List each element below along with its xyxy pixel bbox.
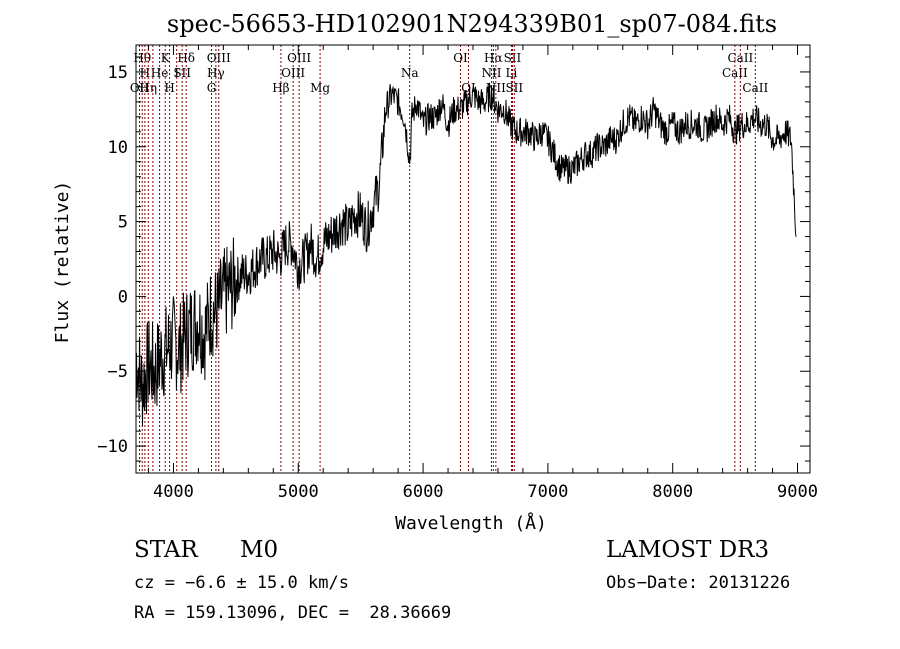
survey-name: LAMOST DR3 bbox=[606, 537, 770, 563]
marker-label-27: CaII bbox=[722, 66, 748, 80]
marker-label-5: He bbox=[151, 66, 169, 80]
spectral-line-markers: HθOIIHHηHeKHISIIHδGHγOIIIHβOIIIOIIIMgNaO… bbox=[130, 45, 768, 473]
y-tick-label-3: 5 bbox=[118, 213, 128, 233]
marker-label-7: H bbox=[164, 81, 174, 95]
marker-label-11: G bbox=[207, 81, 217, 95]
plot-frame bbox=[135, 44, 811, 474]
marker-label-9: SII bbox=[173, 66, 191, 80]
y-axis-label: Flux (relative) bbox=[52, 181, 73, 344]
x-tick-label-2: 6000 bbox=[403, 482, 444, 502]
marker-label-18: Na bbox=[401, 66, 419, 80]
x-tick-label-0: 4000 bbox=[153, 482, 194, 502]
object-subclass: M0 bbox=[240, 537, 279, 563]
marker-label-0: Hθ bbox=[133, 51, 151, 65]
marker-label-2: H bbox=[140, 66, 150, 80]
y-axis-ticks: −10 −5 0 5 10 15 bbox=[97, 56, 810, 462]
marker-label-10: Hδ bbox=[177, 51, 195, 65]
marker-label-25: SII bbox=[504, 51, 522, 65]
y-tick-label-1: −5 bbox=[108, 362, 128, 382]
marker-label-29: CaII bbox=[742, 81, 768, 95]
marker-label-1: OII bbox=[130, 81, 150, 95]
sky-coordinates: RA = 159.13096, DEC = 28.36669 bbox=[134, 603, 452, 623]
x-tick-label-4: 8000 bbox=[652, 482, 693, 502]
marker-label-14: Hβ bbox=[272, 81, 289, 95]
marker-label-26: SII bbox=[505, 81, 523, 95]
marker-label-22: Hα bbox=[484, 51, 503, 65]
x-axis-ticks: 4000 5000 6000 7000 8000 9000 bbox=[147, 45, 818, 502]
spectrum-line bbox=[135, 82, 797, 426]
object-class: STAR bbox=[134, 537, 198, 563]
marker-label-12: Hγ bbox=[207, 66, 225, 80]
observation-date: Obs−Date: 20131226 bbox=[606, 573, 791, 593]
redshift-cz: cz = −6.6 ± 15.0 km/s bbox=[134, 573, 349, 593]
marker-label-16: OIII bbox=[287, 51, 311, 65]
marker-label-21: NII bbox=[481, 66, 501, 80]
marker-label-8: I bbox=[174, 66, 179, 80]
x-tick-label-5: 9000 bbox=[777, 482, 818, 502]
marker-label-13: OIII bbox=[207, 51, 231, 65]
y-tick-label-4: 10 bbox=[108, 138, 128, 158]
marker-label-24: Li bbox=[506, 66, 518, 80]
x-tick-label-1: 5000 bbox=[278, 482, 319, 502]
x-tick-label-3: 7000 bbox=[527, 482, 568, 502]
y-tick-label-2: 0 bbox=[118, 287, 128, 307]
spectrum-series bbox=[135, 82, 797, 426]
marker-label-28: CaII bbox=[727, 51, 753, 65]
marker-label-15: OIII bbox=[281, 66, 305, 80]
marker-label-17: Mg bbox=[310, 81, 330, 95]
y-tick-label-5: 15 bbox=[108, 63, 128, 83]
marker-label-6: K bbox=[161, 51, 171, 65]
marker-label-3: Hη bbox=[139, 81, 157, 95]
marker-label-19: OI bbox=[453, 51, 468, 65]
chart-title: spec-56653-HD102901N294339B01_sp07-084.f… bbox=[167, 10, 777, 38]
y-tick-label-0: −10 bbox=[97, 437, 128, 457]
x-axis-label: Wavelength (Å) bbox=[395, 512, 547, 534]
